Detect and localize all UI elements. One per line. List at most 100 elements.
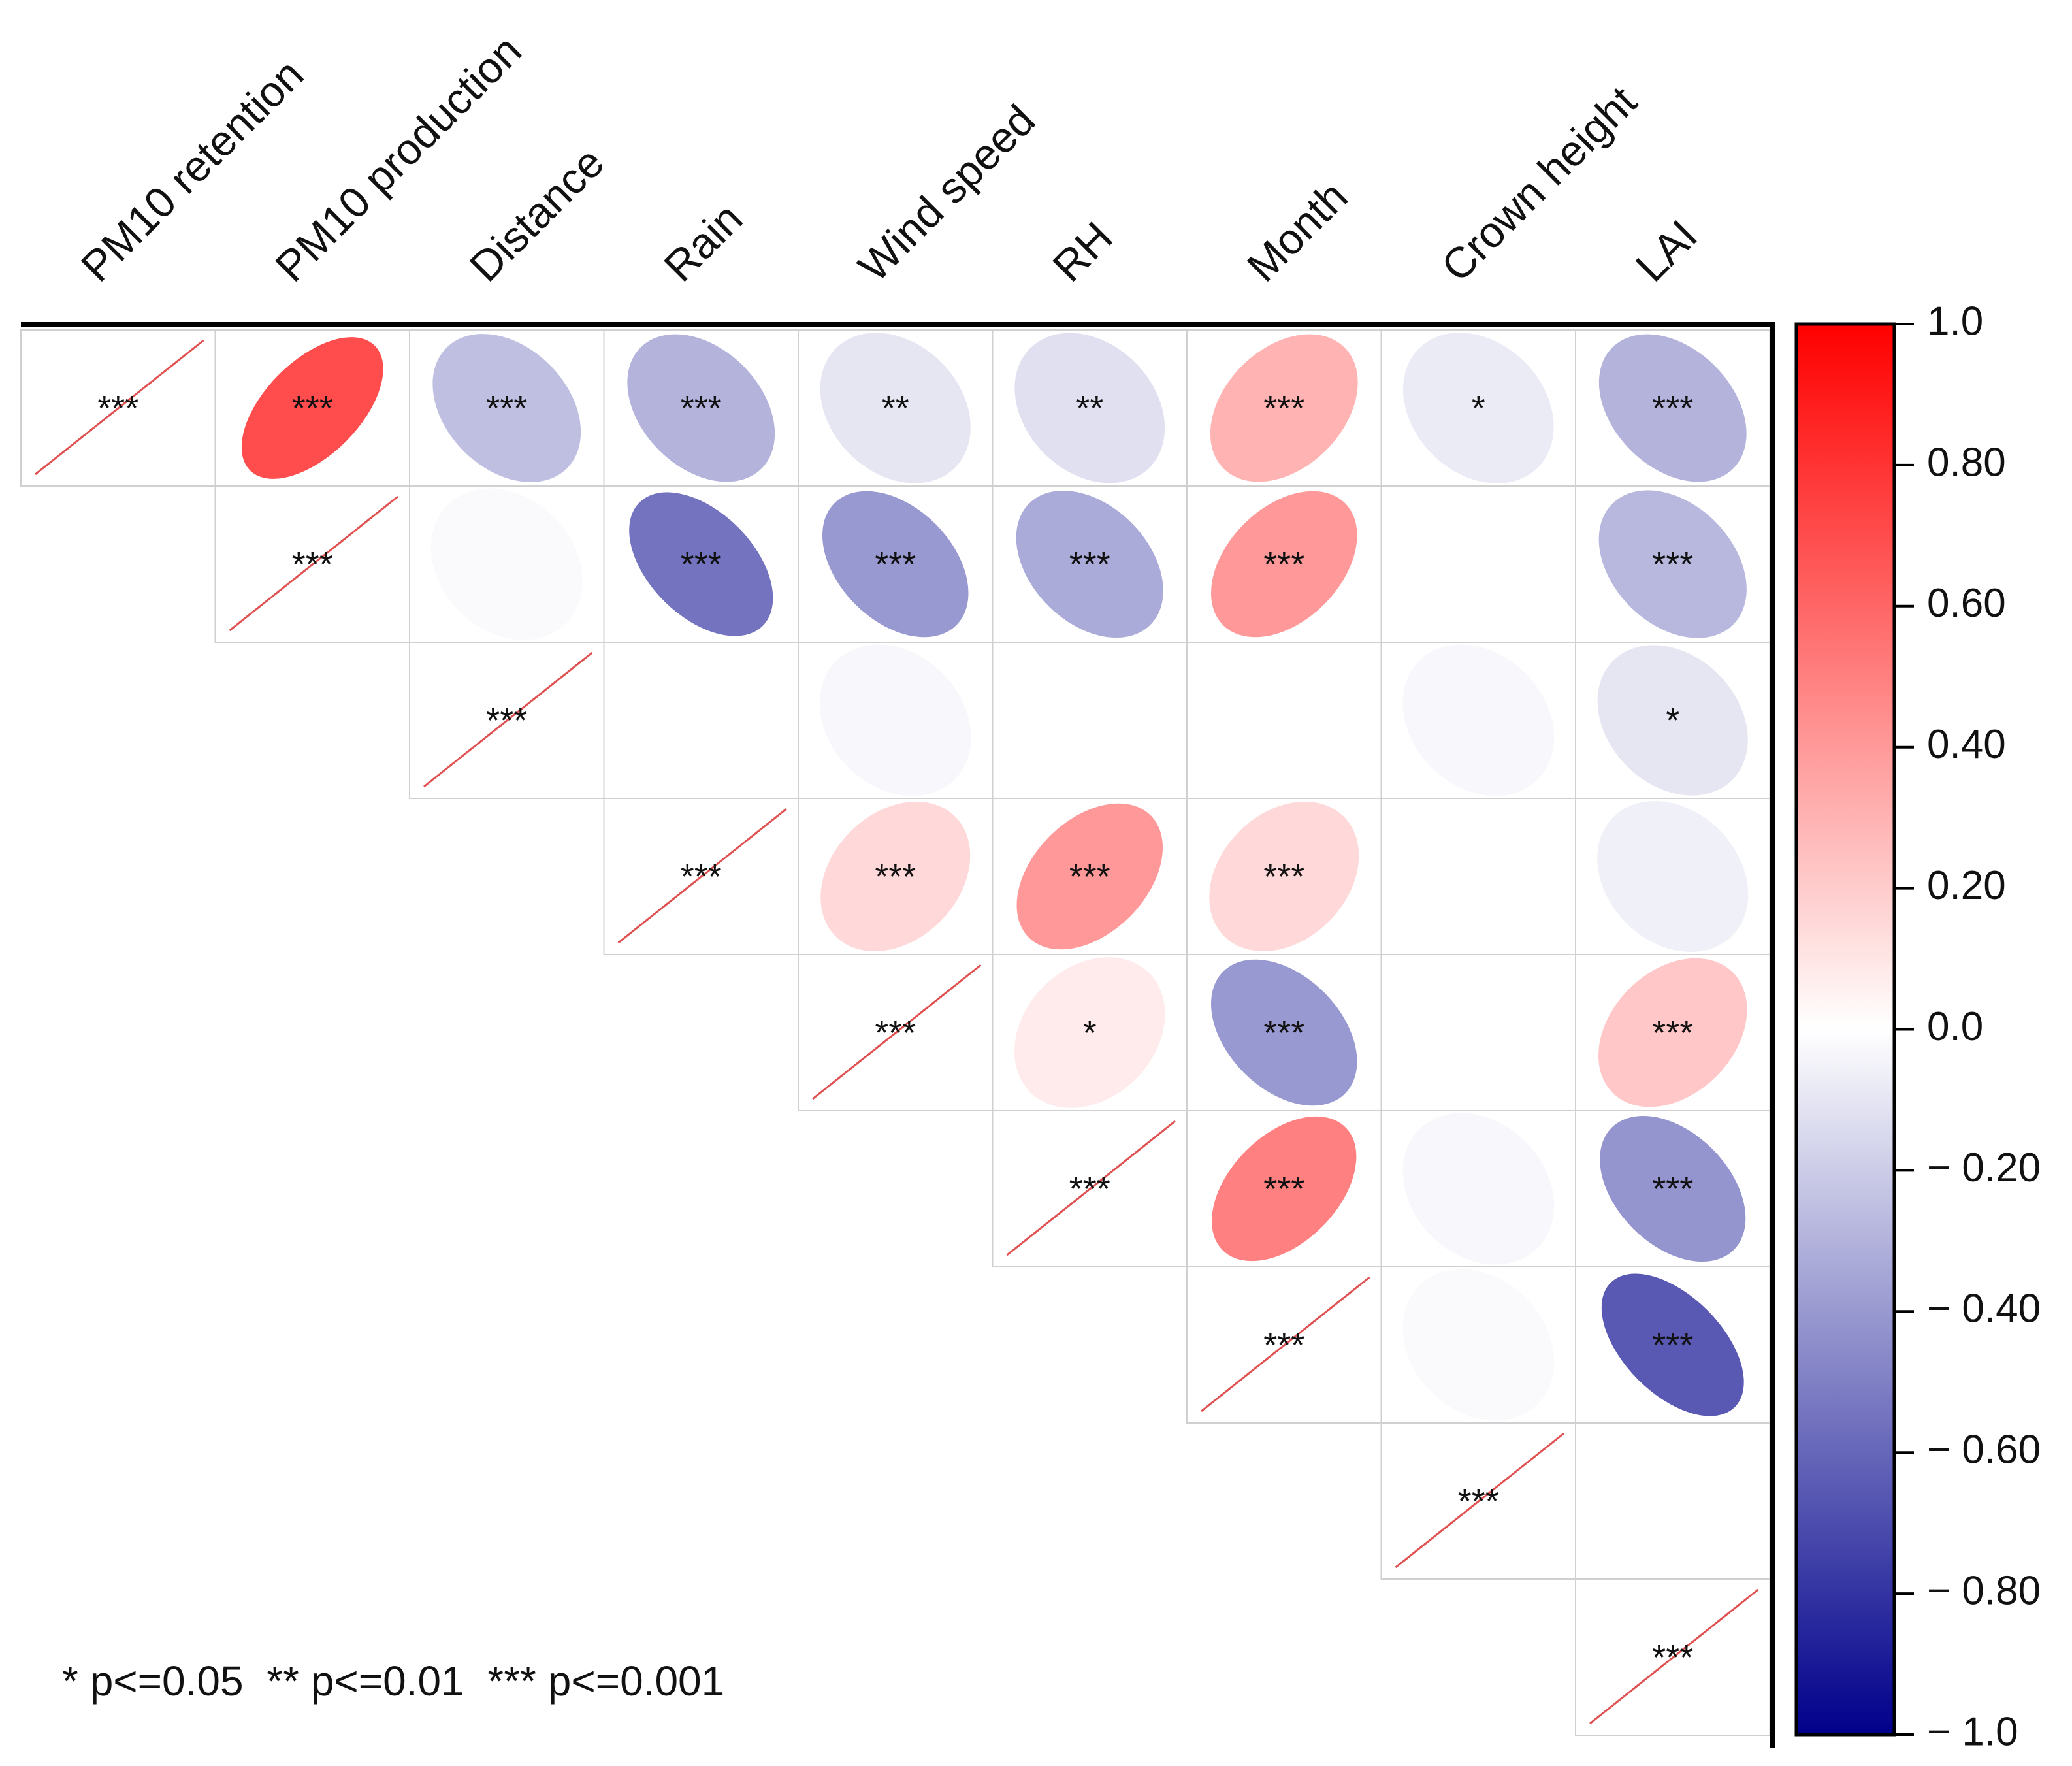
matrix-cell — [1575, 1422, 1771, 1580]
correlation-ellipse — [430, 488, 583, 640]
correlation-ellipse — [1598, 958, 1747, 1107]
colorbar-tick-label: 0.0 — [1927, 1004, 1983, 1049]
column-label-month: Month — [1238, 172, 1357, 291]
matrix-cell: ** — [992, 329, 1188, 487]
matrix-cell: *** — [1186, 329, 1382, 487]
correlation-ellipse — [1210, 334, 1358, 482]
significance-stars: *** — [486, 701, 527, 740]
correlation-ellipse — [1212, 1116, 1357, 1262]
significance-stars: *** — [1069, 857, 1110, 896]
colorbar-gradient — [1794, 322, 1896, 1737]
correlation-ellipse — [820, 801, 971, 952]
correlation-ellipse — [1597, 645, 1748, 796]
matrix-cell: *** — [798, 954, 994, 1111]
significance-stars: *** — [1069, 1169, 1110, 1209]
matrix-cell: *** — [1575, 1266, 1771, 1424]
correlation-ellipse — [1598, 490, 1747, 638]
correlation-ellipse — [1600, 1115, 1746, 1262]
colorbar-tick-label: − 1.0 — [1927, 1709, 2018, 1754]
correlation-ellipse — [629, 492, 773, 636]
matrix-cell: *** — [1575, 329, 1771, 487]
significance-stars: *** — [292, 389, 333, 428]
significance-stars: *** — [1652, 1013, 1693, 1053]
significance-stars: *** — [486, 389, 527, 428]
matrix-cell: *** — [409, 642, 605, 799]
matrix-cell: * — [1380, 329, 1576, 487]
diagonal-line — [1201, 1276, 1370, 1413]
correlation-ellipse — [1014, 957, 1165, 1108]
significance-stars: *** — [1652, 545, 1693, 584]
matrix-cell: *** — [992, 798, 1188, 955]
significance-legend: * p<=0.05 ** p<=0.01 *** p<=0.001 — [62, 1658, 724, 1705]
significance-stars: *** — [1652, 389, 1693, 428]
colorbar: 1.0 0.80 0.60 0.40 0.20 0.0 − 0.20 − 0.40 − 0.60… — [1794, 299, 2041, 1754]
correlation-ellipse — [1402, 1113, 1555, 1265]
correlation-ellipse — [1210, 959, 1357, 1106]
significance-stars: ** — [1076, 389, 1103, 428]
significance-stars: *** — [1652, 1169, 1693, 1209]
significance-stars: *** — [1263, 1326, 1304, 1365]
correlation-ellipse — [1006, 653, 1174, 788]
matrix-cell — [1380, 1266, 1576, 1424]
matrix-cell: * — [992, 954, 1188, 1111]
significance-stars: *** — [1263, 545, 1304, 584]
significance-stars: *** — [1652, 1326, 1693, 1365]
matrix-cell: *** — [20, 329, 216, 487]
correlation-ellipse — [1395, 965, 1562, 1100]
matrix-cell — [1380, 485, 1576, 643]
significance-stars: *** — [1652, 1638, 1693, 1677]
colorbar-tick-label: − 0.40 — [1927, 1286, 2041, 1332]
significance-stars: *** — [681, 389, 722, 428]
diagonal-line — [35, 339, 204, 476]
matrix-cell: *** — [1575, 954, 1771, 1111]
significance-stars: *** — [1458, 1482, 1499, 1521]
matrix-cell — [798, 642, 994, 799]
chart-frame — [21, 322, 1775, 1748]
diagonal-line — [1006, 1120, 1176, 1256]
matrix-cell: *** — [1575, 1110, 1771, 1267]
colorbar-tick-label: − 0.80 — [1927, 1568, 2041, 1613]
correlation-ellipse — [1402, 333, 1554, 483]
matrix-cell: *** — [603, 485, 799, 643]
colorbar-tick-label: 0.20 — [1927, 863, 2006, 908]
matrix-cell — [603, 642, 799, 799]
colorbar-tick-label: − 0.20 — [1927, 1145, 2041, 1190]
matrix-cell: *** — [214, 485, 410, 643]
matrix-cell — [1380, 798, 1576, 955]
matrix-cell: *** — [798, 798, 994, 955]
column-label-wind-speed: Wind speed — [849, 95, 1044, 291]
matrix-cell: *** — [1186, 1266, 1382, 1424]
significance-stars: * — [1472, 389, 1485, 428]
matrix-cell: ** — [798, 329, 994, 487]
matrix-cell: *** — [1186, 798, 1382, 955]
correlation-ellipse — [617, 653, 785, 788]
column-label-lai: LAI — [1627, 211, 1706, 291]
correlation-ellipse — [822, 491, 969, 638]
correlation-ellipse — [1402, 644, 1555, 796]
correlation-ellipse — [241, 337, 383, 479]
matrix-cell: *** — [798, 485, 994, 643]
matrix-cell: *** — [409, 329, 605, 487]
correlation-ellipse — [1402, 1269, 1555, 1421]
significance-stars: *** — [875, 857, 916, 896]
correlation-ellipse — [1601, 1273, 1744, 1416]
matrix-cell: *** — [1575, 485, 1771, 643]
column-label-crown-height: Crown height — [1432, 77, 1645, 291]
significance-stars: ** — [882, 389, 909, 428]
column-label-rain: Rain — [655, 194, 751, 291]
correlation-ellipse — [1395, 809, 1562, 944]
correlation-ellipse — [1589, 1433, 1756, 1569]
significance-stars: * — [1666, 701, 1679, 740]
diagonal-line — [229, 495, 398, 632]
correlation-ellipse — [1598, 334, 1747, 482]
colorbar-tick-label: 0.80 — [1927, 440, 2006, 485]
significance-stars: *** — [1263, 1169, 1304, 1209]
significance-stars: *** — [97, 389, 138, 428]
diagonal-line — [617, 808, 787, 944]
matrix-cell — [1575, 798, 1771, 955]
matrix-cell — [1380, 954, 1576, 1111]
matrix-cell: *** — [992, 1110, 1188, 1267]
matrix-cell — [409, 485, 605, 643]
